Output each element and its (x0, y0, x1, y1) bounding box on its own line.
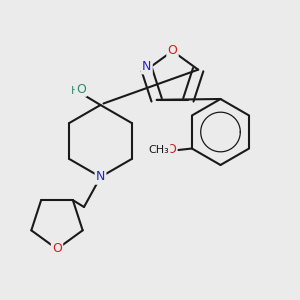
Text: O: O (52, 242, 62, 256)
Text: O: O (166, 143, 176, 157)
Text: CH₃: CH₃ (148, 145, 169, 155)
Text: O: O (76, 82, 86, 96)
Text: N: N (96, 170, 105, 184)
Text: H: H (71, 86, 79, 96)
Text: N: N (142, 60, 152, 73)
Text: O: O (168, 44, 177, 58)
